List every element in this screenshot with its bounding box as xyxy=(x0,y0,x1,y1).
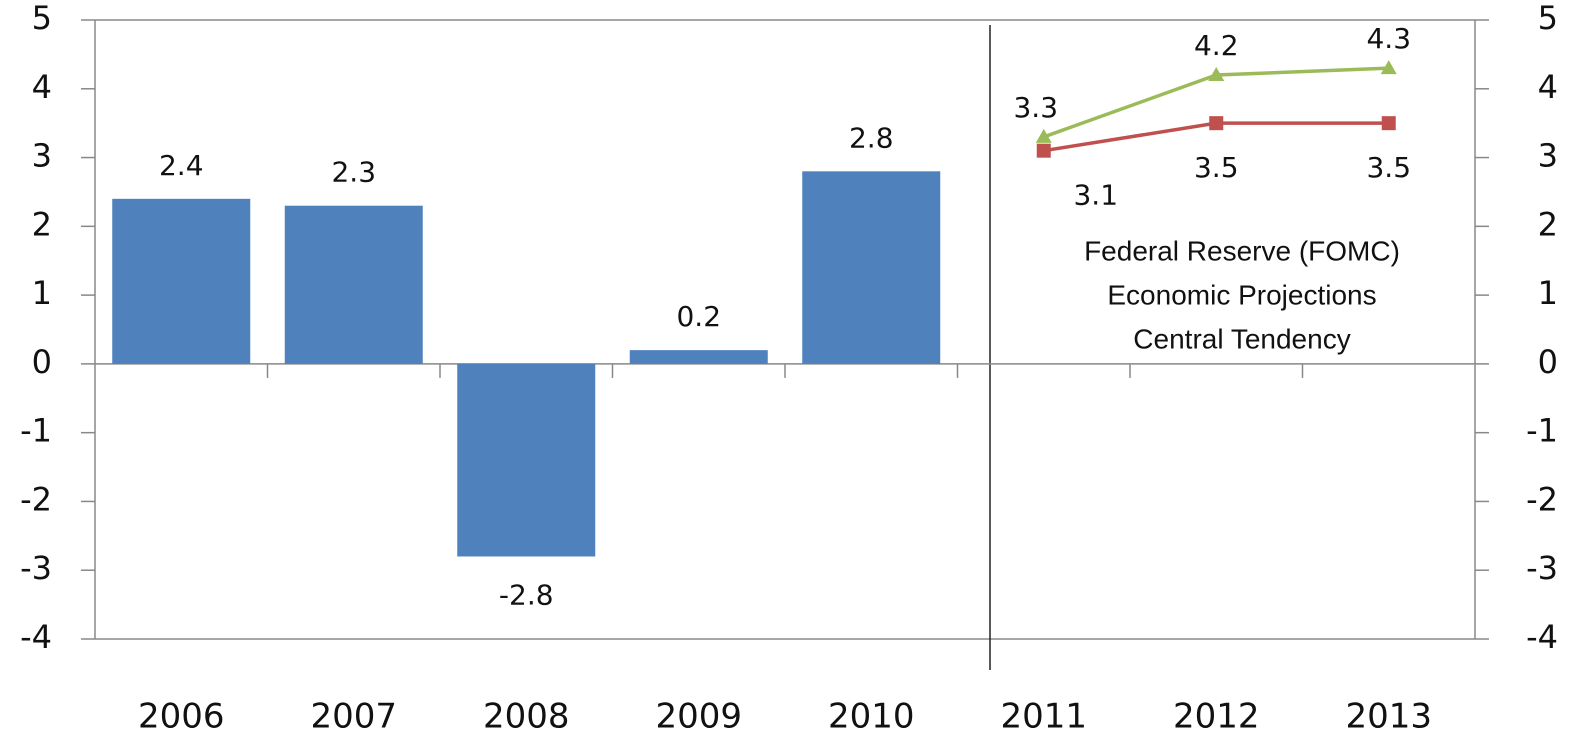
y2-tick-label: 2 xyxy=(1538,205,1558,243)
y-tick-label: -1 xyxy=(20,412,52,450)
data-label: 3.5 xyxy=(1194,151,1239,184)
bar xyxy=(802,171,941,364)
y-tick-label: -2 xyxy=(20,480,52,518)
data-label: 4.3 xyxy=(1366,22,1411,55)
y2-tick-label: 4 xyxy=(1538,68,1558,106)
y2-tick-label: -2 xyxy=(1526,480,1558,518)
data-label: 2.4 xyxy=(159,149,204,182)
data-label: 2.8 xyxy=(849,121,894,154)
data-label: 2.3 xyxy=(331,156,376,189)
y2-tick-label: -1 xyxy=(1526,412,1558,450)
marker xyxy=(1380,60,1397,75)
annotation: Economic Projections xyxy=(1107,279,1376,310)
annotation: Central Tendency xyxy=(1133,323,1350,354)
marker xyxy=(1035,128,1052,143)
y2-tick-label: -4 xyxy=(1526,618,1558,656)
data-label: -2.8 xyxy=(499,578,554,611)
data-label: 4.2 xyxy=(1194,29,1239,62)
y2-tick-label: 0 xyxy=(1538,343,1558,381)
y2-tick-label: 3 xyxy=(1538,137,1558,175)
marker xyxy=(1209,116,1224,131)
y-tick-label: 0 xyxy=(32,343,52,381)
y-tick-label: -4 xyxy=(20,618,52,656)
data-label: 3.5 xyxy=(1366,151,1411,184)
y-tick-label: 3 xyxy=(32,137,52,175)
x-tick-label: 2009 xyxy=(655,697,742,737)
bar xyxy=(457,363,596,557)
y2-tick-label: 5 xyxy=(1538,0,1558,37)
x-tick-label: 2006 xyxy=(138,697,225,737)
marker xyxy=(1036,143,1051,158)
bar xyxy=(284,205,423,364)
x-tick-label: 2013 xyxy=(1345,697,1432,737)
x-tick-label: 2008 xyxy=(483,697,570,737)
y-tick-label: 5 xyxy=(32,0,52,37)
x-tick-label: 2007 xyxy=(310,697,397,737)
bar xyxy=(112,198,251,364)
y-tick-label: 4 xyxy=(32,68,52,106)
x-tick-label: 2012 xyxy=(1173,697,1260,737)
annotation: Federal Reserve (FOMC) xyxy=(1084,235,1400,266)
y-tick-label: -3 xyxy=(20,549,52,587)
marker xyxy=(1381,116,1396,131)
y-tick-label: 1 xyxy=(32,274,52,312)
y-tick-label: 2 xyxy=(32,205,52,243)
bar xyxy=(629,350,768,364)
y2-tick-label: -3 xyxy=(1526,549,1558,587)
x-tick-label: 2011 xyxy=(1000,697,1087,737)
x-tick-label: 2010 xyxy=(828,697,915,737)
data-label: 0.2 xyxy=(676,300,721,333)
marker xyxy=(1208,67,1225,82)
y2-tick-label: 1 xyxy=(1538,274,1558,312)
data-label: 3.3 xyxy=(1013,91,1058,124)
data-label: 3.1 xyxy=(1073,179,1118,212)
